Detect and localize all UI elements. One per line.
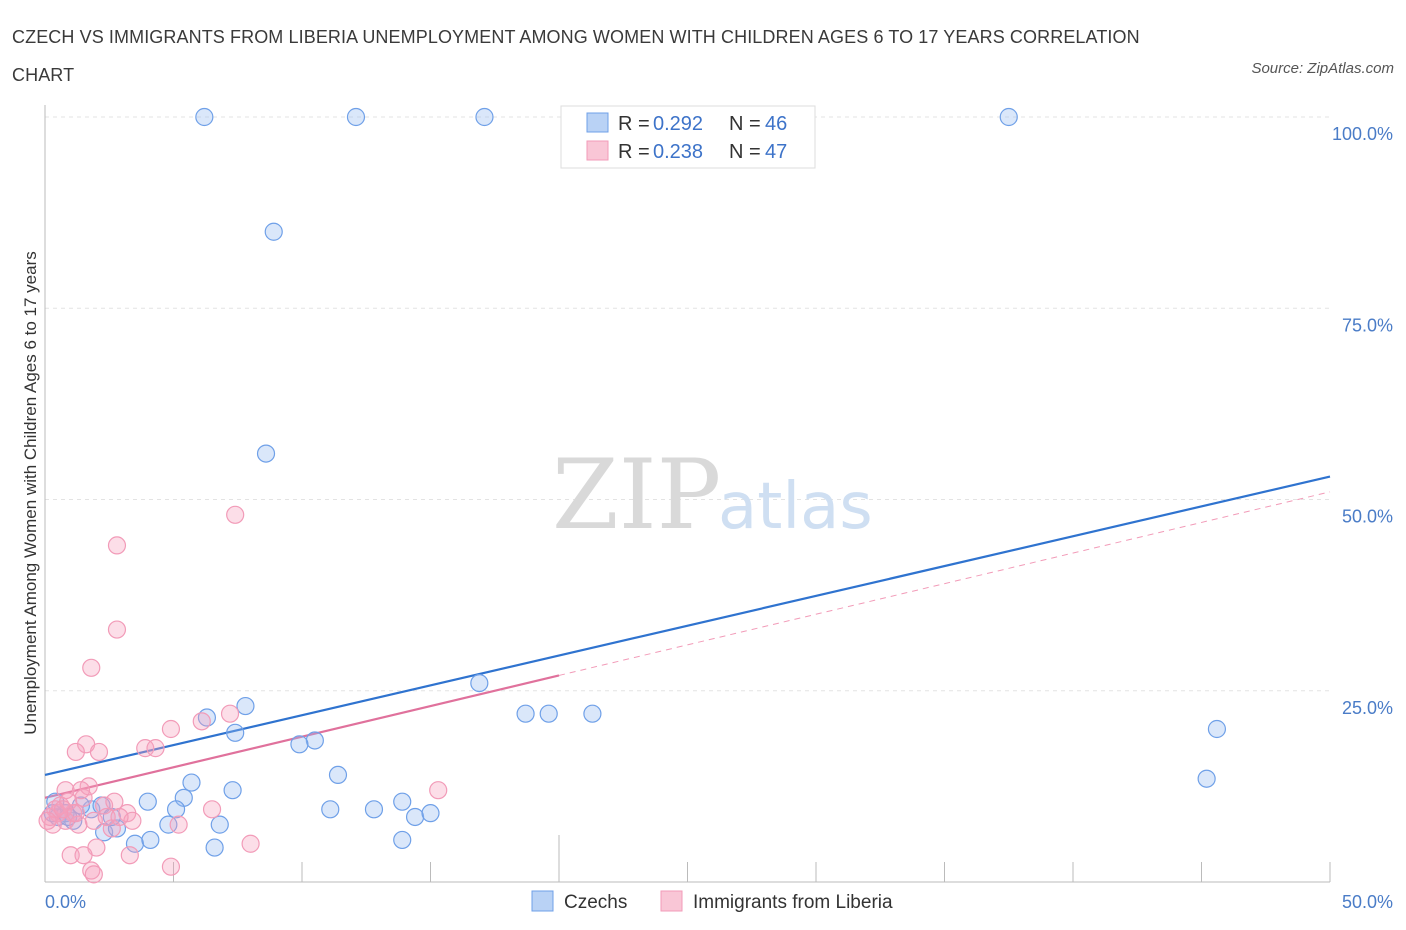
point-czechs [205,838,224,857]
y-tick-label: 100.0% [1332,124,1393,144]
legend-r-label-liberia: R = [618,141,650,163]
point-czechs [346,107,366,127]
point-czechs [141,830,160,850]
watermark: ZIP atlas [552,439,873,551]
point-czechs [210,815,229,834]
point-czechs [999,107,1018,127]
bottom-legend-label-liberia: Immigrants from Liberia [693,892,893,913]
x-tick-label-min: 0.0% [45,892,86,912]
point-liberia [107,536,127,555]
bottom-legend-label-czechs: Czechs [564,892,627,913]
point-liberia [82,658,101,677]
point-liberia [107,620,127,639]
point-liberia [220,704,240,723]
point-czechs [475,107,494,127]
point-czechs [470,673,489,693]
point-liberia [202,800,222,819]
trend-line-liberia-extension [558,491,1331,676]
point-czechs [290,735,309,754]
point-liberia [66,804,85,823]
point-czechs [125,834,145,853]
point-liberia [136,739,155,758]
point-liberia [97,807,116,827]
trend-line-czechs [44,475,1331,776]
point-liberia [71,781,91,800]
point-czechs [539,704,558,723]
legend-n-value-liberia: 47 [765,141,787,163]
point-liberia [89,742,109,762]
point-liberia [110,807,129,827]
point-liberia [161,719,181,739]
axes [44,105,1331,883]
legend-swatch-czechs [586,112,609,133]
bottom-legend-swatch-czechs [531,890,554,912]
y-axis-title: Unemployment Among Women with Children A… [21,251,40,735]
point-czechs [583,704,602,723]
point-czechs [226,723,245,742]
point-liberia [38,811,57,830]
bottom-legend-swatch-liberia [660,890,683,912]
point-liberia [146,739,165,758]
point-liberia [226,505,245,524]
x-tick-label-max: 50.0% [1342,892,1393,912]
data-points [38,107,1227,884]
y-tick-label: 25.0% [1342,698,1393,718]
y-tick-labels: 25.0% 50.0% 75.0% 100.0% [1332,124,1393,718]
point-czechs [166,800,186,819]
source-label: Source: ZipAtlas.com [1251,60,1394,77]
point-czechs [182,773,201,792]
point-czechs [393,792,412,811]
point-czechs [107,819,127,838]
point-liberia [429,781,448,800]
point-liberia [120,846,139,865]
point-czechs [321,800,340,819]
legend-r-value-czechs: 0.292 [653,113,703,135]
point-czechs [1197,769,1216,788]
point-czechs [516,704,535,723]
point-czechs [264,222,283,241]
point-czechs [223,781,242,800]
point-czechs [364,800,384,819]
point-liberia [161,857,181,876]
bottom-legend: Czechs Immigrants from Liberia [531,890,893,913]
point-czechs [328,765,348,785]
point-czechs [159,815,178,834]
top-legend: R = 0.292 N = 46 R = 0.238 N = 47 [560,105,816,169]
point-czechs [138,792,157,811]
legend-swatch-liberia [586,140,609,161]
legend-n-value-czechs: 46 [765,113,787,135]
point-czechs [195,107,214,127]
point-liberia [74,846,93,865]
watermark-atlas: atlas [718,470,873,544]
point-liberia [69,815,88,834]
point-czechs [393,830,412,850]
chart-title: CZECH VS IMMIGRANTS FROM LIBERIA UNEMPLO… [12,27,1140,85]
point-liberia [192,712,211,731]
point-czechs [421,804,440,823]
legend-r-label-czechs: R = [618,113,650,135]
point-czechs [305,731,324,750]
point-czechs [1207,719,1227,739]
point-czechs [405,807,425,827]
point-liberia [66,742,85,762]
y-tick-label: 75.0% [1342,315,1393,335]
legend-n-label-czechs: N = [729,113,761,135]
point-liberia [61,846,80,865]
point-liberia [169,815,188,834]
y-tick-label: 50.0% [1342,507,1393,527]
gridlines [45,116,1330,692]
legend-r-value-liberia: 0.238 [653,141,703,163]
legend-n-label-liberia: N = [729,141,761,163]
watermark-zip: ZIP [552,439,721,551]
point-liberia [241,834,260,853]
point-liberia [84,865,103,884]
point-czechs [236,696,255,716]
point-czechs [256,444,276,463]
point-liberia [95,796,114,815]
